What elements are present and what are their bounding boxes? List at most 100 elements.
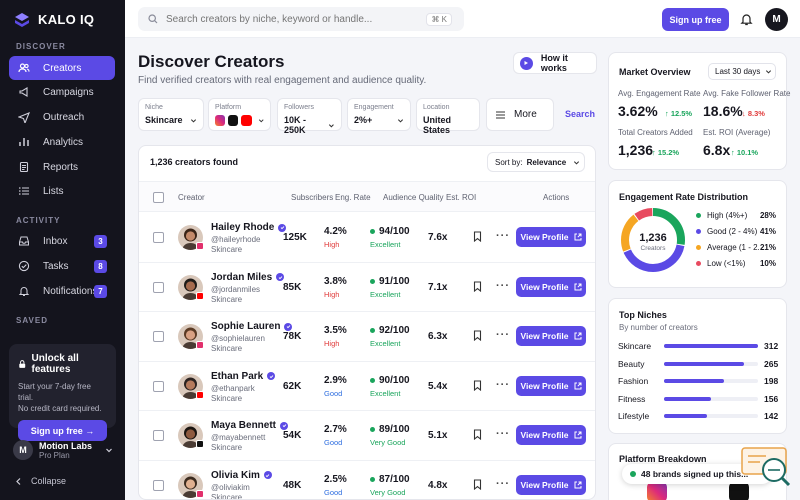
user-avatar[interactable]: M xyxy=(765,8,788,31)
collapse-button[interactable]: Collapse xyxy=(14,476,66,486)
signup-toast[interactable]: 48 brands signed up this... xyxy=(622,464,772,484)
table-row[interactable]: Olivia Kim @oliviakim Skincare 48K 2.5% … xyxy=(139,461,595,499)
more-options-icon[interactable]: ··· xyxy=(496,477,510,490)
brand-name: KALO IQ xyxy=(38,12,95,27)
header-est-roi[interactable]: Est. ROI xyxy=(446,193,477,202)
est-roi-value: 4.8x xyxy=(428,479,448,491)
inbox-icon xyxy=(17,234,31,248)
filter-engagement[interactable]: Engagement 2%+ xyxy=(347,98,411,131)
view-profile-button[interactable]: View Profile xyxy=(516,425,586,445)
filter-niche[interactable]: Niche Skincare xyxy=(138,98,204,131)
row-checkbox[interactable] xyxy=(153,331,164,342)
search-button[interactable]: Search xyxy=(565,109,596,119)
verified-icon xyxy=(284,322,293,331)
sidebar-item-campaigns[interactable]: Campaigns xyxy=(9,80,115,104)
creator-handle: @oliviakim xyxy=(211,482,250,492)
bookmark-icon[interactable] xyxy=(473,231,482,242)
table-row[interactable]: Sophie Lauren @sophielauren Skincare 78K… xyxy=(139,312,595,362)
more-options-icon[interactable]: ··· xyxy=(496,230,510,242)
creator-avatar[interactable] xyxy=(178,324,203,349)
sidebar-item-analytics[interactable]: Analytics xyxy=(9,130,115,154)
platform-badge-icon xyxy=(196,341,204,349)
creator-avatar[interactable] xyxy=(178,225,203,250)
chevron-down-icon xyxy=(106,448,112,453)
more-options-icon[interactable]: ··· xyxy=(496,428,510,440)
more-options-icon[interactable]: ··· xyxy=(496,279,510,292)
date-range-value: Last 30 days xyxy=(715,67,761,76)
more-options-icon[interactable]: ··· xyxy=(496,378,510,391)
eng-rate-value: 2.5% xyxy=(324,473,347,485)
filter-location[interactable]: Location United States xyxy=(416,98,480,135)
donut-segment[interactable] xyxy=(621,208,685,272)
sidebar-item-tasks[interactable]: Tasks 8 xyxy=(9,254,115,278)
table-row[interactable]: Ethan Park @ethanpark Skincare 62K 2.9% … xyxy=(139,362,595,411)
view-profile-button[interactable]: View Profile xyxy=(516,227,586,247)
signup-button[interactable]: Sign up free xyxy=(662,8,729,31)
more-filters-button[interactable]: More xyxy=(486,98,554,131)
creator-name[interactable]: Ethan Park xyxy=(211,371,276,382)
sidebar-item-outreach[interactable]: Outreach xyxy=(9,105,115,129)
header-creator[interactable]: Creator xyxy=(178,193,205,202)
promo-text: Start your 7-day free trial. No credit c… xyxy=(18,381,107,414)
creator-name[interactable]: Olivia Kim xyxy=(211,470,272,481)
creator-handle: @ethanpark xyxy=(211,383,255,393)
header-eng-rate[interactable]: Eng. Rate xyxy=(335,193,371,202)
header-audience-quality[interactable]: Audience Quality xyxy=(383,193,444,202)
assistant-widget-icon[interactable] xyxy=(740,446,792,490)
creator-name[interactable]: Sophie Lauren xyxy=(211,321,293,332)
view-profile-button[interactable]: View Profile xyxy=(516,375,586,396)
filter-platform[interactable]: Platform xyxy=(208,98,271,131)
date-range-dropdown[interactable]: Last 30 days xyxy=(708,63,776,80)
view-profile-button[interactable]: View Profile xyxy=(516,326,586,346)
promo-signup-button[interactable]: Sign up free → xyxy=(18,420,107,441)
filter-value: 2%+ xyxy=(354,115,373,125)
chevron-down-icon xyxy=(258,119,264,123)
account-switcher[interactable]: M Motion Labs Pro Plan xyxy=(13,440,113,460)
creator-name[interactable]: Maya Bennett xyxy=(211,420,289,431)
view-profile-button[interactable]: View Profile xyxy=(516,276,586,297)
sort-dropdown[interactable]: Sort by: Relevance xyxy=(487,152,585,172)
sidebar-item-lists[interactable]: Lists xyxy=(9,179,115,203)
chevron-down-icon xyxy=(397,118,404,123)
est-roi-value: 7.6x xyxy=(428,232,448,243)
table-row[interactable]: Maya Bennett @mayabennett Skincare 54K 2… xyxy=(139,411,595,461)
bookmark-icon[interactable] xyxy=(473,429,482,440)
how-it-works-button[interactable]: How it works xyxy=(513,52,597,74)
table-row[interactable]: Hailey Rhode @haileyrhode Skincare 125K … xyxy=(139,213,595,263)
table-row[interactable]: Jordan Miles @jordanmiles Skincare 85K 3… xyxy=(139,263,595,312)
view-profile-label: View Profile xyxy=(520,479,569,490)
creator-avatar[interactable] xyxy=(178,274,203,300)
creator-handle: @jordanmiles xyxy=(211,284,261,294)
global-search[interactable]: ⌘ K xyxy=(138,7,464,31)
creator-name[interactable]: Jordan Miles xyxy=(211,272,285,283)
sidebar-item-creators[interactable]: Creators xyxy=(9,56,115,80)
header-subscribers[interactable]: Subscribers xyxy=(291,193,334,202)
select-all-checkbox[interactable] xyxy=(153,192,164,203)
filter-followers[interactable]: Followers 10K - 250K xyxy=(277,98,342,135)
view-profile-button[interactable]: View Profile xyxy=(516,474,586,495)
bookmark-icon[interactable] xyxy=(473,379,482,391)
donut-segment[interactable] xyxy=(621,208,685,272)
notification-bell-icon[interactable] xyxy=(740,12,753,26)
row-checkbox[interactable] xyxy=(153,430,164,441)
sidebar-item-reports[interactable]: Reports xyxy=(9,155,115,179)
more-options-icon[interactable]: ··· xyxy=(496,329,510,341)
audience-quality: 90/100 xyxy=(370,375,410,386)
row-checkbox[interactable] xyxy=(153,479,164,491)
toast-text: 48 brands signed up this... xyxy=(641,469,749,479)
bookmark-icon[interactable] xyxy=(473,280,482,292)
sidebar-item-inbox[interactable]: Inbox 3 xyxy=(9,229,115,253)
audience-quality-value: 87/100 xyxy=(379,473,410,485)
sidebar-item-notifications[interactable]: Notifications 7 xyxy=(9,279,115,303)
donut-segment[interactable] xyxy=(621,208,685,272)
row-checkbox[interactable] xyxy=(153,281,164,293)
row-checkbox[interactable] xyxy=(153,232,164,243)
bookmark-icon[interactable] xyxy=(473,330,482,341)
top-niches-subtitle: By number of creators xyxy=(619,323,698,332)
row-checkbox[interactable] xyxy=(153,380,164,392)
collapse-icon xyxy=(16,477,21,485)
search-input[interactable] xyxy=(166,13,426,25)
bookmark-icon[interactable] xyxy=(473,478,482,490)
creator-name[interactable]: Hailey Rhode xyxy=(211,222,287,233)
brand[interactable]: KALO IQ xyxy=(15,12,95,27)
